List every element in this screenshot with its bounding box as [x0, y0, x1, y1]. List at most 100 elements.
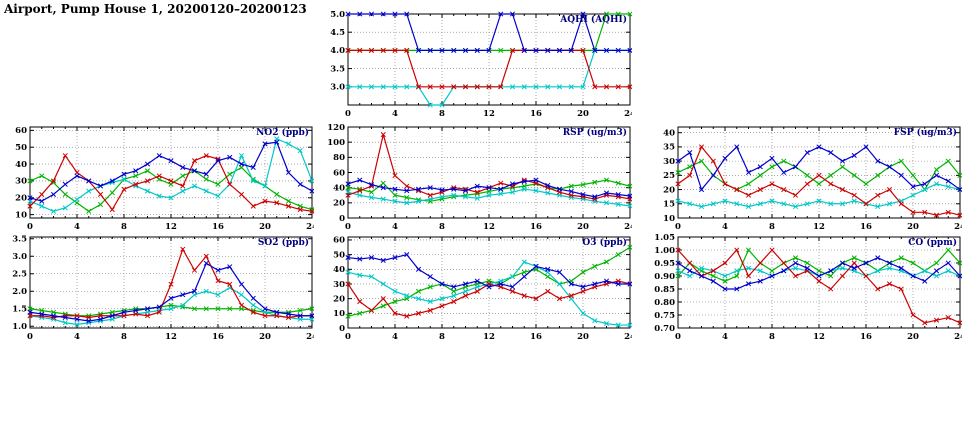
fsp-plot: 10 15 20 25 30 35 40 0 4 8 12 16 20 24 FSP (ug/m3): [663, 126, 966, 232]
svg-text:4: 4: [74, 332, 80, 342]
svg-text:0.75: 0.75: [654, 311, 675, 321]
svg-text:20: 20: [15, 194, 27, 204]
svg-text:0.70: 0.70: [654, 324, 675, 334]
svg-text:4.5: 4.5: [330, 28, 345, 38]
svg-text:AQHI (AQHI): AQHI (AQHI): [559, 14, 627, 25]
svg-text:1.05: 1.05: [654, 233, 675, 243]
svg-text:0: 0: [345, 109, 351, 119]
svg-text:20: 20: [259, 332, 271, 342]
co-plot: 0.70 0.75 0.80 0.85 0.90 0.95 1.00 1.05 0 4 8 12 16 2…: [654, 233, 966, 342]
svg-text:4.0: 4.0: [330, 46, 345, 56]
svg-text:0: 0: [339, 324, 345, 334]
svg-text:20: 20: [333, 199, 345, 209]
svg-text:NO2 (ppb): NO2 (ppb): [256, 127, 309, 138]
o3-plot: 0 10 20 30 40 50 60 0 4 8 12 16 20 24 O3 (ppb): [333, 236, 636, 342]
svg-text:12: 12: [813, 332, 825, 342]
rsp-chart: 0 20 40 60 80 100 120 0 4 8 12 16 20 24 RSP (ug/m3): [318, 121, 636, 234]
svg-text:16: 16: [530, 222, 542, 232]
svg-text:0: 0: [345, 332, 351, 342]
svg-text:5.0: 5.0: [330, 10, 345, 20]
svg-text:15: 15: [663, 200, 675, 210]
svg-text:RSP (ug/m3): RSP (ug/m3): [563, 127, 627, 138]
svg-text:30: 30: [333, 280, 345, 290]
svg-text:24: 24: [624, 109, 632, 119]
svg-text:16: 16: [860, 332, 872, 342]
svg-text:24: 24: [306, 332, 314, 342]
svg-text:10: 10: [333, 309, 345, 319]
svg-text:0: 0: [27, 332, 33, 342]
so2-chart: 1.0 1.5 2.0 2.5 3.0 3.5 0 4 8 12 16 20 24 SO2 (ppb): [0, 231, 318, 344]
svg-text:12: 12: [813, 222, 825, 232]
svg-text:8: 8: [439, 332, 445, 342]
svg-text:8: 8: [769, 222, 775, 232]
svg-text:35: 35: [663, 143, 675, 153]
svg-text:FSP (ug/m3): FSP (ug/m3): [894, 127, 957, 138]
svg-text:4: 4: [392, 109, 398, 119]
svg-text:8: 8: [121, 222, 127, 232]
svg-text:3.5: 3.5: [12, 235, 27, 245]
svg-text:120: 120: [327, 123, 345, 133]
svg-text:12: 12: [165, 222, 177, 232]
page-title: Airport, Pump House 1, 20200120–20200123: [4, 2, 307, 16]
svg-text:3.0: 3.0: [12, 252, 27, 262]
svg-text:50: 50: [333, 250, 345, 260]
svg-text:20: 20: [577, 332, 589, 342]
svg-text:0.80: 0.80: [654, 298, 675, 308]
aqhi-chart: 3.0 3.5 4.0 4.5 5.0 0 4 8 12 16 20 24 AQHI (AQHI): [318, 8, 636, 121]
svg-text:4: 4: [392, 332, 398, 342]
svg-text:40: 40: [663, 128, 675, 138]
svg-text:20: 20: [907, 332, 919, 342]
co-chart: 0.70 0.75 0.80 0.85 0.90 0.95 1.00 1.05 0 4 8 12 16 2…: [648, 231, 966, 344]
svg-text:CO (ppm): CO (ppm): [908, 237, 957, 248]
svg-text:25: 25: [663, 171, 675, 181]
svg-text:24: 24: [624, 222, 632, 232]
svg-text:12: 12: [483, 222, 495, 232]
svg-text:O3 (ppb): O3 (ppb): [582, 237, 627, 248]
svg-text:2.5: 2.5: [12, 270, 27, 280]
svg-text:20: 20: [259, 222, 271, 232]
svg-text:16: 16: [530, 332, 542, 342]
svg-text:60: 60: [333, 168, 345, 178]
svg-text:40: 40: [333, 265, 345, 275]
svg-text:20: 20: [663, 185, 675, 195]
svg-text:16: 16: [212, 222, 224, 232]
svg-text:2.0: 2.0: [12, 287, 27, 297]
svg-text:30: 30: [15, 177, 27, 187]
svg-text:0: 0: [675, 222, 681, 232]
rsp-plot: 0 20 40 60 80 100 120 0 4 8 12 16 20 24 RSP (ug/m3): [327, 123, 636, 232]
svg-text:3.0: 3.0: [330, 83, 345, 93]
fsp-chart: 10 15 20 25 30 35 40 0 4 8 12 16 20 24 FSP (ug/m3): [648, 121, 966, 234]
no2-plot: 10 20 30 40 50 60 0 4 8 12 16 20 24 NO2 (ppb): [15, 126, 318, 232]
svg-text:16: 16: [860, 222, 872, 232]
svg-text:16: 16: [212, 332, 224, 342]
svg-text:SO2 (ppb): SO2 (ppb): [258, 237, 309, 248]
svg-text:60: 60: [333, 236, 345, 246]
svg-text:1.5: 1.5: [12, 305, 27, 315]
svg-text:4: 4: [392, 222, 398, 232]
svg-text:20: 20: [577, 222, 589, 232]
svg-text:0.95: 0.95: [654, 259, 675, 269]
svg-text:24: 24: [306, 222, 314, 232]
svg-text:60: 60: [15, 126, 27, 136]
svg-text:8: 8: [769, 332, 775, 342]
svg-text:12: 12: [483, 109, 495, 119]
svg-text:10: 10: [15, 210, 27, 220]
svg-text:12: 12: [483, 332, 495, 342]
svg-text:1.0: 1.0: [12, 322, 27, 332]
o3-chart: 0 10 20 30 40 50 60 0 4 8 12 16 20 24 O3 (ppb): [318, 231, 636, 344]
svg-text:0: 0: [675, 332, 681, 342]
svg-text:8: 8: [121, 332, 127, 342]
svg-text:24: 24: [624, 332, 632, 342]
svg-text:50: 50: [15, 143, 27, 153]
so2-plot: 1.0 1.5 2.0 2.5 3.0 3.5 0 4 8 12 16 20 24 SO2 (ppb): [12, 235, 318, 342]
svg-text:10: 10: [663, 214, 675, 224]
svg-text:20: 20: [907, 222, 919, 232]
svg-text:0: 0: [345, 222, 351, 232]
svg-text:20: 20: [333, 294, 345, 304]
svg-text:0: 0: [339, 214, 345, 224]
svg-text:8: 8: [439, 222, 445, 232]
svg-text:16: 16: [530, 109, 542, 119]
svg-text:20: 20: [577, 109, 589, 119]
svg-text:80: 80: [333, 153, 345, 163]
svg-text:0.90: 0.90: [654, 272, 675, 282]
